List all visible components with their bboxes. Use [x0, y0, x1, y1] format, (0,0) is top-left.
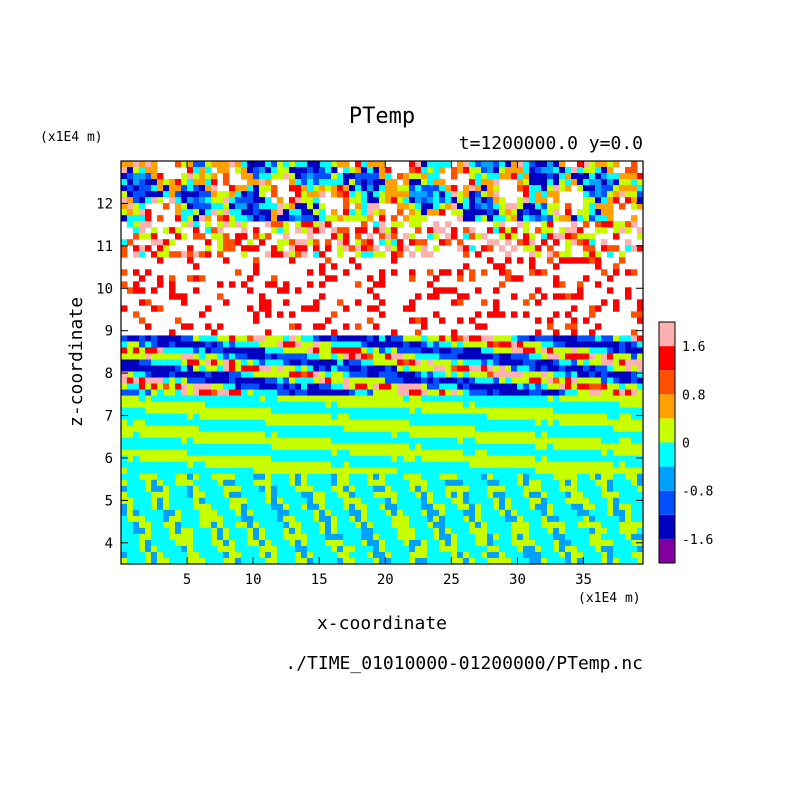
x-tick-label: 15 — [311, 572, 328, 588]
y-tick-label: 10 — [96, 281, 113, 297]
colorbar-swatch — [659, 538, 675, 563]
colorbar-tick-label: -0.8 — [682, 485, 713, 500]
colorbar-swatch — [659, 322, 675, 347]
x-axis-label: x-coordinate — [317, 613, 447, 634]
y-tick-label: 11 — [96, 239, 113, 255]
colorbar-tick-label: 0 — [682, 437, 690, 452]
colorbar-swatch — [659, 394, 675, 419]
x-unit-label: (x1E4 m) — [578, 591, 641, 606]
y-tick-label: 6 — [105, 451, 113, 467]
colorbar-tick-label: -1.6 — [682, 533, 713, 548]
x-tick-label: 5 — [183, 572, 191, 588]
chart-title: PTemp — [349, 104, 415, 129]
colorbar: -1.6 -0.8 0 0.8 1.6 — [658, 321, 713, 564]
file-path-footer: ./TIME_01010000-01200000/PTemp.nc — [285, 653, 643, 674]
colorbar-tick-label: 1.6 — [682, 340, 705, 355]
y-tick-label: 9 — [105, 324, 113, 340]
y-tick-label: 5 — [105, 493, 113, 509]
x-tick-label: 20 — [377, 572, 394, 588]
y-tick-label: 12 — [96, 196, 113, 212]
y-unit-label: (x1E4 m) — [40, 130, 103, 145]
heatmap-field — [121, 161, 643, 564]
colorbar-swatch — [659, 346, 675, 371]
y-tick-label: 4 — [105, 536, 113, 552]
x-tick-label: 10 — [245, 572, 262, 588]
y-axis-label: z-coordinate — [66, 297, 87, 427]
y-tick-label: 8 — [105, 366, 113, 382]
colorbar-swatch — [659, 370, 675, 395]
x-axis-ticks: 5 10 15 20 25 30 35 — [183, 161, 592, 588]
colorbar-tick-label: 0.8 — [682, 388, 705, 403]
plot-frame — [120, 160, 644, 565]
y-tick-label: 7 — [105, 409, 113, 425]
x-tick-label: 25 — [443, 572, 460, 588]
x-tick-label: 30 — [509, 572, 526, 588]
colorbar-swatch — [659, 490, 675, 515]
colorbar-swatch — [659, 442, 675, 467]
y-axis-ticks: 4 5 6 7 8 9 10 11 12 — [96, 196, 643, 552]
colorbar-swatch — [659, 418, 675, 443]
x-tick-label: 35 — [575, 572, 592, 588]
colorbar-swatch — [659, 514, 675, 539]
colorbar-swatch — [659, 466, 675, 491]
chart-subtitle: t=1200000.0 y=0.0 — [459, 133, 643, 154]
colorbar-frame — [658, 321, 676, 564]
